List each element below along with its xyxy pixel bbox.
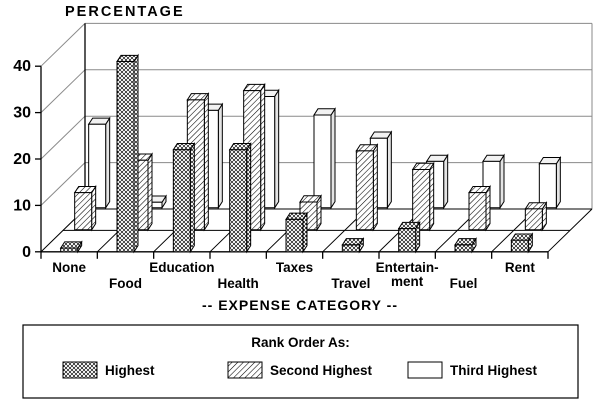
svg-text:Taxes: Taxes [276,260,313,275]
svg-text:Rent: Rent [505,260,536,275]
svg-text:Highest: Highest [105,363,155,378]
svg-text:Food: Food [109,276,142,291]
svg-text:Third Highest: Third Highest [450,363,538,378]
svg-text:-- EXPENSE CATEGORY --: -- EXPENSE CATEGORY -- [202,297,398,313]
svg-text:10: 10 [13,197,31,214]
svg-text:0: 0 [22,244,31,261]
svg-text:Education: Education [149,260,214,275]
svg-text:20: 20 [13,151,31,168]
svg-text:30: 30 [13,105,31,122]
svg-text:Health: Health [218,276,259,291]
svg-text:ment: ment [391,274,424,289]
svg-text:Entertain-: Entertain- [376,260,439,275]
svg-text:Rank Order As:: Rank Order As: [251,335,350,350]
svg-text:Fuel: Fuel [450,276,478,291]
svg-text:Travel: Travel [331,276,370,291]
svg-text:PERCENTAGE: PERCENTAGE [65,4,185,20]
svg-text:40: 40 [13,58,31,75]
svg-text:None: None [52,260,86,275]
svg-text:Second Highest: Second Highest [270,363,373,378]
